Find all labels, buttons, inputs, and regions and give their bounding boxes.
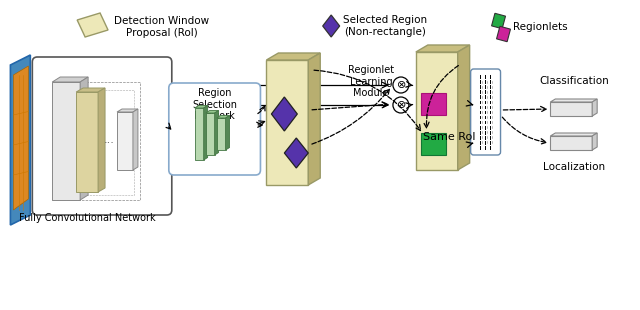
Polygon shape bbox=[76, 88, 105, 92]
Text: ...: ... bbox=[104, 135, 115, 145]
Bar bbox=[76, 92, 98, 192]
Polygon shape bbox=[308, 53, 320, 185]
Polygon shape bbox=[117, 109, 138, 112]
Polygon shape bbox=[52, 77, 88, 82]
Polygon shape bbox=[214, 110, 219, 155]
Text: Fully Convolutional Network: Fully Convolutional Network bbox=[19, 213, 156, 223]
Circle shape bbox=[393, 97, 409, 113]
Polygon shape bbox=[266, 53, 320, 60]
Polygon shape bbox=[98, 88, 105, 192]
Polygon shape bbox=[550, 99, 597, 102]
Polygon shape bbox=[416, 45, 470, 52]
Bar bbox=[421, 93, 445, 115]
Bar bbox=[550, 102, 592, 116]
Polygon shape bbox=[80, 77, 88, 200]
Text: Localization: Localization bbox=[543, 162, 605, 172]
Text: $\otimes$: $\otimes$ bbox=[396, 100, 406, 110]
Polygon shape bbox=[205, 110, 219, 113]
FancyBboxPatch shape bbox=[33, 57, 172, 215]
Text: Detection Window
Proposal (RoI): Detection Window Proposal (RoI) bbox=[114, 16, 209, 38]
Polygon shape bbox=[133, 109, 138, 170]
Bar bbox=[266, 60, 308, 185]
Polygon shape bbox=[204, 105, 207, 160]
Text: Region
Selection
Network: Region Selection Network bbox=[192, 88, 237, 121]
FancyBboxPatch shape bbox=[470, 69, 500, 155]
Polygon shape bbox=[323, 15, 340, 37]
Polygon shape bbox=[77, 13, 108, 37]
Bar bbox=[195, 108, 204, 160]
Bar bbox=[550, 136, 592, 150]
Text: Classification: Classification bbox=[540, 76, 609, 86]
Bar bbox=[416, 52, 458, 170]
Bar bbox=[52, 82, 80, 200]
Text: Same RoI: Same RoI bbox=[423, 132, 476, 142]
FancyBboxPatch shape bbox=[169, 83, 260, 175]
Circle shape bbox=[393, 77, 409, 93]
Bar bbox=[421, 133, 445, 155]
Bar bbox=[117, 112, 133, 170]
Polygon shape bbox=[271, 97, 298, 131]
Text: $\otimes$: $\otimes$ bbox=[396, 79, 406, 91]
Polygon shape bbox=[10, 55, 30, 225]
Text: Selected Region
(Non-rectangle): Selected Region (Non-rectangle) bbox=[343, 15, 428, 37]
Bar bbox=[492, 13, 506, 29]
Polygon shape bbox=[284, 138, 308, 168]
Polygon shape bbox=[225, 116, 230, 150]
Polygon shape bbox=[550, 133, 597, 136]
Text: Regionlets: Regionlets bbox=[513, 22, 568, 32]
Bar bbox=[216, 118, 225, 150]
Text: Regionlet
Learning
Module: Regionlet Learning Module bbox=[348, 65, 394, 98]
Bar bbox=[205, 113, 214, 155]
Polygon shape bbox=[216, 116, 230, 118]
Polygon shape bbox=[458, 45, 470, 170]
Polygon shape bbox=[13, 66, 28, 210]
Polygon shape bbox=[592, 133, 597, 150]
Bar bbox=[497, 26, 511, 42]
Polygon shape bbox=[195, 105, 207, 108]
Polygon shape bbox=[592, 99, 597, 116]
